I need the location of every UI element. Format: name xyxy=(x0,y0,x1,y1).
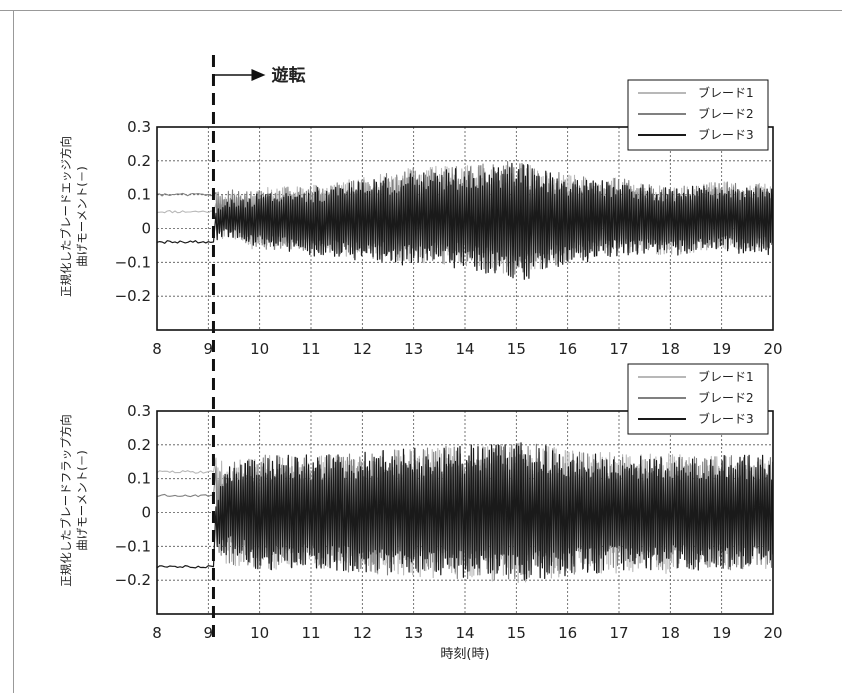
series-line-blade-3 xyxy=(156,162,774,280)
series-line-blade-3 xyxy=(156,442,774,581)
x-tick-label: 8 xyxy=(152,340,162,358)
x-tick-label: 18 xyxy=(661,340,680,358)
x-tick-label: 8 xyxy=(152,624,162,642)
x-tick-label: 19 xyxy=(712,624,731,642)
x-tick-label: 15 xyxy=(507,624,526,642)
x-tick-label: 10 xyxy=(250,624,269,642)
y-tick-label: 0 xyxy=(141,504,151,522)
x-tick-label: 15 xyxy=(507,340,526,358)
x-tick-label: 12 xyxy=(353,624,372,642)
x-tick-label: 16 xyxy=(558,624,577,642)
legend-label: ブレード3 xyxy=(698,411,754,426)
x-tick-label: 14 xyxy=(455,624,474,642)
legend-label: ブレード2 xyxy=(698,390,754,405)
y-tick-label: 0.3 xyxy=(127,118,151,136)
x-tick-label: 11 xyxy=(301,340,320,358)
legend-label: ブレード3 xyxy=(698,127,754,142)
panel-1: 0.3 0.2 0.1 0 −0.1 −0.2 8 9 10 11 12 13 14 15 16 17 18 19… xyxy=(59,79,783,358)
frame-top-border xyxy=(0,10,842,11)
x-tick-label: 10 xyxy=(250,340,269,358)
panel-2: 0.3 0.2 0.1 0 −0.1 −0.2 8 9 10 11 12 13 14 15 16 17 18 19… xyxy=(59,363,783,662)
y-tick-label: −0.1 xyxy=(115,253,151,271)
y-tick-label: 0.1 xyxy=(127,186,151,204)
y-tick-label: 0.3 xyxy=(127,402,151,420)
x-tick-label: 13 xyxy=(404,340,423,358)
y-tick-label: 0 xyxy=(141,220,151,238)
plot-frame xyxy=(156,126,774,331)
y-tick-label: 0.2 xyxy=(127,436,151,454)
x-tick-label: 17 xyxy=(609,340,628,358)
plot-frame xyxy=(156,410,774,615)
x-tick-label: 12 xyxy=(353,340,372,358)
x-tick-label: 13 xyxy=(404,624,423,642)
y-tick-label: −0.1 xyxy=(115,537,151,555)
y-axis-label: 曲げモーメント(－) xyxy=(75,166,89,267)
x-tick-label: 9 xyxy=(204,624,214,642)
x-tick-label: 9 xyxy=(204,340,214,358)
y-tick-label: −0.2 xyxy=(115,287,151,305)
x-tick-label: 18 xyxy=(661,624,680,642)
annotation-label: 遊転 xyxy=(271,65,305,86)
x-tick-label: 20 xyxy=(763,340,782,358)
y-tick-label: 0.2 xyxy=(127,152,151,170)
y-axis-label: 正規化したブレードフラップ方向 xyxy=(59,414,73,587)
x-tick-label: 19 xyxy=(712,340,731,358)
y-tick-label: −0.2 xyxy=(115,571,151,589)
legend-label: ブレード2 xyxy=(698,106,754,121)
x-tick-label: 14 xyxy=(455,340,474,358)
x-tick-label: 17 xyxy=(609,624,628,642)
x-tick-label: 11 xyxy=(301,624,320,642)
annotation-arrow-head xyxy=(251,69,266,81)
legend-label: ブレード1 xyxy=(698,85,754,100)
y-axis-label: 曲げモーメント(－) xyxy=(75,450,89,551)
y-axis-label: 正規化したブレードエッジ方向 xyxy=(59,136,73,297)
legend-label: ブレード1 xyxy=(698,369,754,384)
x-tick-label: 16 xyxy=(558,340,577,358)
x-axis-label: 時刻(時) xyxy=(440,647,489,662)
frame-left-border xyxy=(13,10,14,693)
x-tick-label: 20 xyxy=(763,624,782,642)
y-tick-label: 0.1 xyxy=(127,470,151,488)
